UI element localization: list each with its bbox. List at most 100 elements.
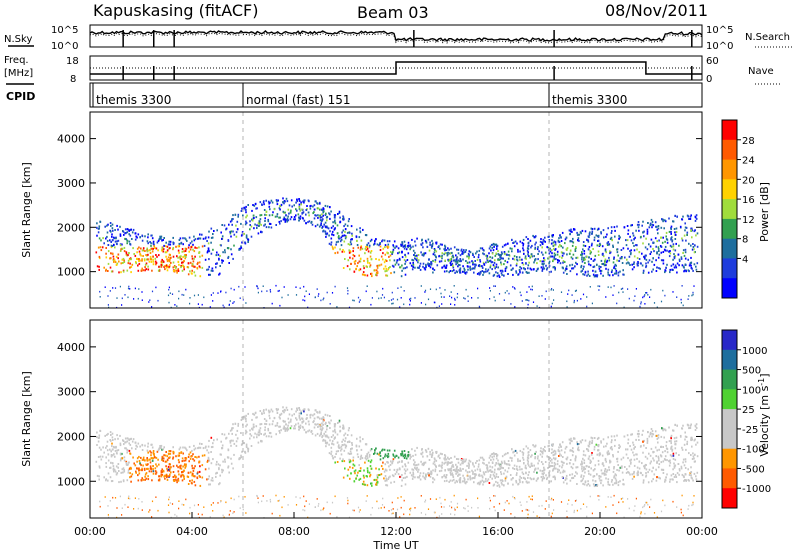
power-echo-cell [416,259,418,262]
velocity-echo-cell [689,424,692,427]
velocity-echo-cell [329,439,331,442]
power-echo-cell [660,245,663,248]
power-echo-cell [441,257,443,260]
power-echo-cell [308,293,310,295]
power-echo-cell [341,231,343,234]
velocity-echo-cell [466,480,468,483]
power-echo-cell [542,263,544,266]
power-echo-cell [552,241,555,244]
velocity-echo-cell [197,471,199,474]
power-echo-cell [472,252,474,255]
velocity-echo-cell [525,472,527,475]
power-echo-cell [604,258,607,261]
power-echo-cell [672,291,674,293]
velocity-echo-cell [182,465,184,468]
power-echo-cell [651,270,653,273]
power-echo-cell [229,230,231,233]
power-echo-cell [494,259,496,262]
power-echo-cell [367,242,370,245]
power-echo-cell [547,246,550,249]
power-echo-cell [522,263,525,266]
power-echo-cell [291,205,293,208]
velocity-echo-cell [398,467,401,470]
velocity-echo-cell [445,458,448,461]
power-echo-cell [552,244,555,247]
velocity-echo-cell [522,458,525,461]
velocity-echo-cell [279,413,281,416]
power-echo-cell [614,235,616,238]
velocity-echo-cell [254,412,257,415]
power-echo-cell [224,251,226,254]
power-echo-cell [166,266,168,269]
power-echo-cell [438,305,440,307]
velocity-echo-cell [339,449,342,452]
power-echo-cell [531,288,533,291]
velocity-echo-cell [672,457,675,460]
power-echo-cell [293,216,296,218]
power-echo-cell [183,250,185,253]
velocity-echo-cell [388,476,390,479]
velocity-echo-cell [287,417,290,420]
velocity-echo-cell [622,478,624,481]
power-echo-cell [568,289,570,292]
power-echo-cell [597,250,600,253]
power-echo-cell [138,260,140,262]
power-echo-cell [513,258,516,261]
power-echo-cell [495,252,497,255]
power-echo-cell [642,231,644,234]
power-echo-cell [247,238,250,241]
velocity-echo-cell [647,471,649,474]
power-echo-cell [414,251,416,254]
velocity-echo-cell [121,468,124,471]
velocity-echo-cell [562,456,564,458]
velocity-echo-cell [122,440,125,442]
velocity-echo-cell [646,457,649,460]
velocity-echo-cell [578,449,580,452]
power-echo-cell [645,262,647,265]
power-echo-cell [468,254,470,257]
power-echo-cell [573,228,576,231]
velocity-echo-cell [455,468,458,470]
velocity-echo-cell [430,473,433,476]
power-echo-cell [247,204,249,206]
velocity-echo-cell [222,460,224,463]
velocity-echo-cell [178,448,181,451]
velocity-echo-cell [469,475,471,478]
power-echo-cell [183,266,185,269]
velocity-echo-cell [273,417,276,420]
power-echo-cell [161,249,163,252]
velocity-echo-cell [332,457,335,460]
power-echo-cell [675,231,678,233]
velocity-echo-cell [206,478,208,481]
velocity-echo-cell [482,471,485,474]
power-echo-cell [326,225,328,228]
power-echo-cell [316,223,319,226]
velocity-echo-cell [476,482,479,485]
velocity-echo-cell [299,418,301,421]
velocity-echo-cell [422,472,425,475]
power-echo-cell [303,285,305,288]
power-echo-cell [252,214,255,217]
velocity-echo-cell [614,473,617,476]
velocity-echo-cell [147,442,149,445]
velocity-echo-cell [646,440,649,442]
velocity-echo-cell [650,447,653,450]
power-echo-cell [166,258,168,261]
velocity-echo-cell [315,423,317,426]
velocity-echo-cell [184,459,187,462]
power-echo-cell [290,199,293,202]
power-echo-cell [588,232,591,235]
velocity-echo-cell [212,479,214,482]
power-echo-cell [256,285,258,287]
power-echo-cell [162,250,165,253]
power-echo-cell [513,245,516,248]
freq-tick-bottom: 8 [70,74,76,85]
power-echo-cell [533,255,535,258]
power-echo-cell [295,208,297,211]
power-echo-cell [277,290,279,292]
velocity-echo-cell [690,466,692,469]
velocity-echo-cell [495,480,497,483]
power-echo-cell [267,200,270,203]
velocity-echo-cell [205,445,207,448]
power-echo-cell [129,262,131,265]
